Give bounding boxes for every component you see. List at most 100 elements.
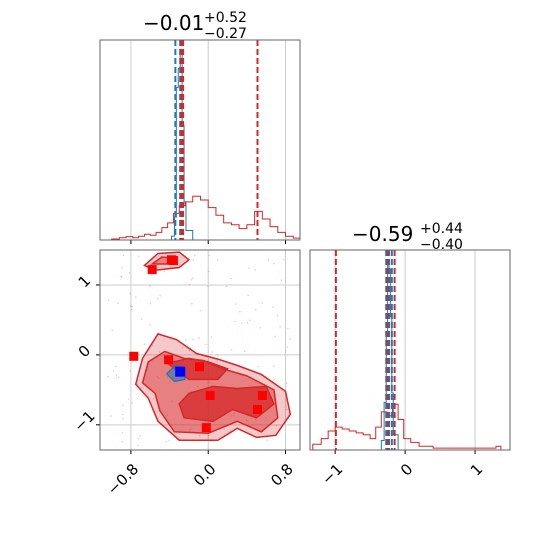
sample-point: [225, 285, 228, 288]
sample-point: [131, 401, 134, 404]
sample-point: [275, 424, 278, 427]
sample-point: [261, 302, 264, 304]
sample-point: [115, 374, 118, 376]
sample-point: [122, 417, 124, 420]
sample-point: [149, 324, 151, 326]
sample-point: [216, 354, 219, 357]
sample-point: [134, 296, 137, 298]
sample-point: [280, 279, 283, 282]
sample-point: [247, 267, 250, 269]
title-param-2-sub: −0.40: [420, 237, 463, 253]
sample-point: [232, 414, 235, 417]
sample-point: [158, 351, 161, 353]
sample-point: [149, 285, 151, 287]
sample-point: [188, 283, 191, 286]
sample-point: [163, 270, 166, 273]
sample-point: [151, 344, 154, 347]
histogram-a: [312, 403, 502, 450]
title-param-2: −0.59: [352, 222, 413, 246]
title-param-1-sub: −0.27: [204, 26, 247, 42]
sample-point: [241, 322, 243, 324]
sample-point: [152, 398, 155, 400]
sample-point: [189, 428, 191, 431]
sample-point: [181, 424, 184, 426]
sample-point: [272, 365, 275, 367]
sample-point: [107, 299, 110, 302]
sample-point: [114, 365, 117, 368]
sample-point: [128, 272, 131, 274]
sample-point: [129, 369, 131, 372]
sample-point: [165, 440, 167, 443]
sample-point: [273, 378, 275, 381]
joint-density: [107, 251, 292, 447]
sample-point: [177, 263, 180, 265]
sample-point: [254, 418, 257, 421]
sample-point: [115, 377, 118, 379]
sample-point: [199, 434, 201, 437]
sample-point: [127, 398, 130, 400]
sample-point: [207, 434, 210, 437]
sample-point: [121, 413, 124, 416]
sample-point: [140, 318, 143, 321]
marker-a: [205, 390, 215, 400]
sample-point: [184, 339, 187, 341]
sample-point: [188, 349, 191, 352]
sample-point: [208, 254, 211, 257]
sample-point: [131, 305, 133, 308]
sample-point: [139, 435, 141, 437]
histogram-a: [105, 195, 301, 241]
sample-point: [136, 444, 139, 447]
sample-point: [190, 278, 193, 281]
sample-point: [209, 381, 211, 384]
sample-point: [191, 338, 194, 341]
title-param-1: −0.01: [143, 11, 204, 35]
panel-bottom-right: −1 0 1: [309, 249, 511, 488]
sample-point: [157, 377, 160, 379]
sample-point: [230, 415, 232, 417]
sample-point: [247, 294, 249, 297]
sample-point: [168, 439, 170, 442]
sample-point: [192, 259, 194, 261]
sample-point: [233, 412, 236, 415]
x-tick-label: −1: [318, 460, 346, 488]
sample-point: [207, 270, 210, 273]
sample-point: [118, 376, 120, 379]
sample-point: [110, 415, 113, 417]
sample-point: [120, 275, 123, 278]
panel-bottom-left: −0.8 0.0 0.8 −1 0 1: [70, 249, 301, 499]
sample-point: [282, 258, 285, 261]
title-param-1-sup: +0.52: [204, 10, 247, 26]
sample-point: [216, 360, 218, 362]
y-tick-label: −1: [70, 407, 98, 435]
sample-point: [166, 376, 169, 378]
x-tick-label: 1: [467, 460, 486, 479]
sample-point: [190, 427, 193, 430]
sample-point: [121, 440, 123, 443]
sample-point: [111, 329, 114, 332]
sample-point: [266, 439, 268, 442]
sample-point: [156, 375, 159, 378]
marker-a: [164, 355, 174, 365]
axes-frame: [99, 39, 301, 241]
sample-point: [272, 306, 274, 308]
sample-point: [120, 275, 123, 278]
sample-point: [117, 302, 119, 304]
marker-a: [252, 404, 262, 414]
sample-point: [239, 310, 241, 313]
marker-a: [201, 423, 211, 433]
sample-point: [169, 266, 172, 268]
sample-point: [121, 431, 124, 434]
sample-point: [122, 254, 125, 257]
sample-point: [207, 285, 209, 287]
sample-point: [159, 294, 162, 297]
sample-point: [245, 419, 248, 422]
sample-point: [112, 370, 115, 372]
y-tick-label: 1: [75, 272, 94, 291]
sample-point: [223, 428, 226, 430]
sample-point: [210, 335, 213, 338]
x-tick-label: 0.8: [267, 460, 297, 490]
sample-point: [230, 277, 232, 280]
x-tick-label: 0.0: [190, 460, 220, 490]
sample-point: [170, 400, 173, 403]
